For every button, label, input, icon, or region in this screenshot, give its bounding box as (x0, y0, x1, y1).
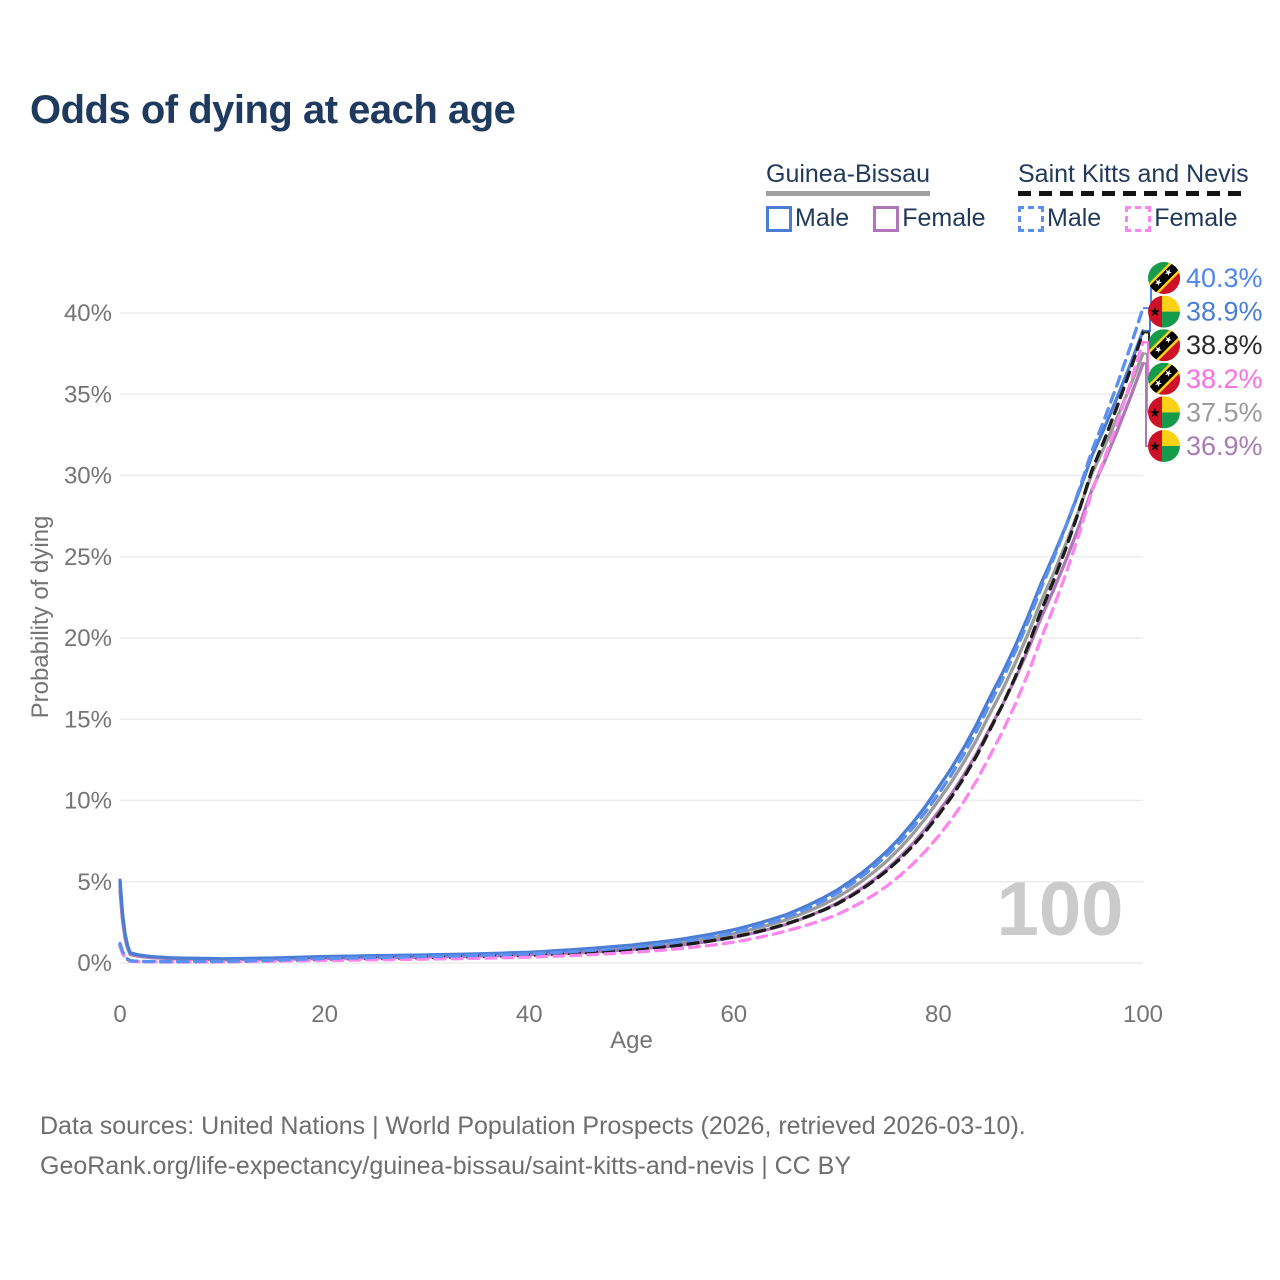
svg-text:★: ★ (1149, 305, 1161, 320)
y-tick-label: 30% (64, 463, 112, 490)
x-axis-title: Age (610, 1027, 653, 1054)
legend-item-label: Male (795, 204, 850, 232)
attribution-line: GeoRank.org/life-expectancy/guinea-bissa… (40, 1152, 852, 1180)
end-label-value: 40.3% (1186, 263, 1263, 293)
y-tick-label: 10% (64, 788, 112, 815)
series-line-gb_total[interactable] (118, 351, 1145, 961)
series-line-skn_total[interactable] (118, 330, 1145, 964)
hover-age-watermark: 100 (996, 867, 1124, 952)
flag-guinea-bissau-icon: ★ (1148, 295, 1180, 328)
y-tick-label: 35% (64, 381, 112, 408)
series-line-skn_male[interactable] (118, 306, 1145, 964)
y-axis-title: Probability of dying (27, 516, 54, 719)
flag-saint-kitts-and-nevis-icon: ★★ (1148, 362, 1180, 395)
flag-guinea-bissau-icon: ★ (1148, 396, 1180, 429)
end-label-value: 38.2% (1186, 364, 1263, 394)
line-swatch-icon (766, 205, 792, 232)
flag-saint-kitts-and-nevis-icon: ★★ (1148, 329, 1180, 362)
legend-country-saint-kitts-and-nevis: Saint Kitts and Nevis (1018, 160, 1249, 196)
legend-group-saint-kitts-and-nevis: Saint Kitts and Nevis Male Female (1018, 160, 1249, 233)
x-tick-label: 80 (925, 1001, 952, 1028)
y-tick-label: 0% (77, 950, 112, 977)
end-label-value: 36.9% (1186, 431, 1263, 461)
series-line-gb_female[interactable] (118, 361, 1145, 962)
y-tick-label: 20% (64, 625, 112, 652)
x-tick-label: 20 (311, 1001, 338, 1028)
legend-country-guinea-bissau: Guinea-Bissau (766, 160, 930, 196)
x-tick-label: 100 (1123, 1001, 1163, 1028)
legend-item-label: Male (1047, 204, 1102, 232)
end-label-value: 37.5% (1186, 397, 1263, 427)
legend-item-label: Female (1154, 204, 1238, 232)
series-line-gb_male[interactable] (118, 329, 1145, 961)
y-tick-label: 25% (64, 544, 112, 571)
x-tick-label: 60 (720, 1001, 747, 1028)
legend-item-guinea-bissau-female[interactable]: Female (873, 204, 986, 233)
svg-text:★: ★ (1149, 406, 1161, 421)
dashed-line-swatch-icon (1125, 205, 1152, 232)
y-tick-label: 40% (64, 300, 112, 327)
legend-item-guinea-bissau-male[interactable]: Male (766, 204, 849, 233)
y-tick-label: 15% (64, 706, 112, 733)
svg-text:★: ★ (1149, 440, 1161, 455)
y-tick-label: 5% (77, 869, 112, 896)
page-title: Odds of dying at each age (30, 88, 516, 132)
flag-guinea-bissau-icon: ★ (1148, 430, 1180, 462)
series-line-skn_female[interactable] (118, 340, 1145, 964)
x-tick-label: 40 (516, 1001, 543, 1028)
x-tick-label: 0 (113, 1001, 126, 1028)
footer: Data sources: United Nations | World Pop… (40, 1106, 1026, 1186)
end-label-value: 38.8% (1186, 330, 1263, 360)
line-swatch-icon (873, 205, 900, 232)
legend-group-guinea-bissau: Guinea-Bissau Male Female (766, 160, 986, 233)
legend-items-guinea-bissau: Male Female (766, 204, 986, 233)
legend-items-saint-kitts-and-nevis: Male Female (1018, 204, 1249, 233)
legend-item-label: Female (902, 204, 986, 232)
data-sources-line: Data sources: United Nations | World Pop… (40, 1112, 1026, 1140)
end-label-value: 38.9% (1186, 297, 1263, 327)
legend-item-saint-kitts-and-nevis-female[interactable]: Female (1125, 204, 1238, 233)
dashed-line-swatch-icon (1018, 205, 1044, 232)
legend-item-saint-kitts-and-nevis-male[interactable]: Male (1018, 204, 1101, 233)
